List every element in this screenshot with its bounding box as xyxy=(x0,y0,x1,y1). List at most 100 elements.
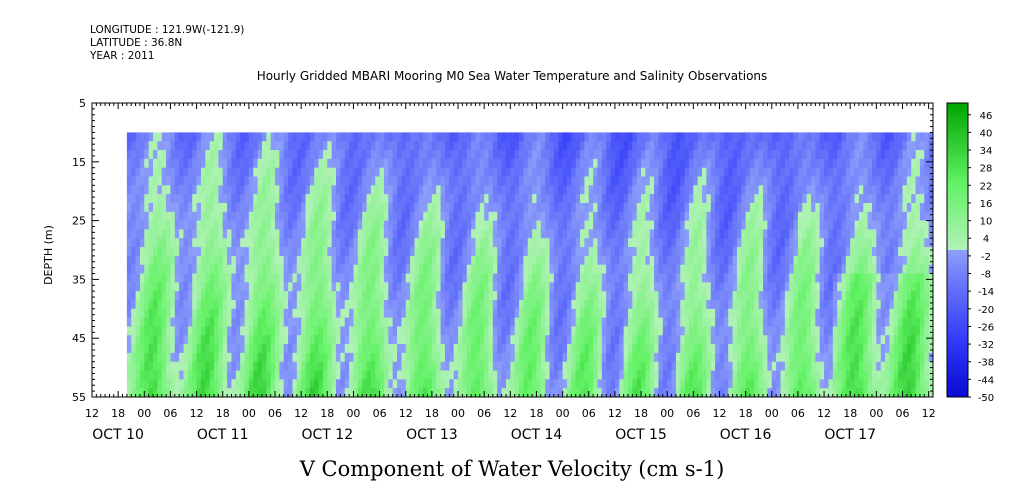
heatmap-cell xyxy=(519,282,524,292)
heatmap-cell xyxy=(540,370,546,380)
heatmap-cell xyxy=(314,379,319,389)
heatmap-cell xyxy=(527,229,533,239)
heatmap-cell xyxy=(353,247,359,257)
heatmap-cell xyxy=(166,220,171,230)
heatmap-cell xyxy=(776,379,781,389)
heatmap-cell xyxy=(641,255,646,266)
heatmap-cell xyxy=(231,388,237,398)
heatmap-cell xyxy=(392,291,398,301)
heatmap-cell xyxy=(723,273,729,283)
heatmap-cell xyxy=(366,264,372,274)
heatmap-cell xyxy=(357,247,363,257)
heatmap-cell xyxy=(776,141,781,151)
heatmap-cell xyxy=(187,247,193,257)
heatmap-cell xyxy=(453,194,459,204)
heatmap-cell xyxy=(728,167,733,177)
heatmap-cell xyxy=(675,185,681,195)
heatmap-cell xyxy=(349,273,354,283)
heatmap-cell xyxy=(423,282,428,292)
heatmap-cell xyxy=(488,379,494,389)
heatmap-cell xyxy=(240,194,245,204)
heatmap-cell xyxy=(588,185,594,195)
heatmap-cell xyxy=(392,335,398,345)
heatmap-cell xyxy=(693,255,699,266)
heatmap-cell xyxy=(545,132,550,142)
heatmap-cell xyxy=(449,308,455,319)
heatmap-cell xyxy=(810,308,816,319)
heatmap-cell xyxy=(187,344,193,354)
heatmap-cell xyxy=(458,370,463,380)
heatmap-cell xyxy=(749,388,755,398)
heatmap-cell xyxy=(444,150,450,160)
heatmap-cell xyxy=(501,308,507,319)
heatmap-cell xyxy=(758,150,764,160)
heatmap-cell xyxy=(401,370,407,380)
heatmap-cell xyxy=(654,211,659,221)
heatmap-cell xyxy=(200,202,206,213)
heatmap-cell xyxy=(449,158,455,169)
heatmap-cell xyxy=(340,255,346,266)
heatmap-cell xyxy=(728,361,733,371)
heatmap-cell xyxy=(227,317,232,327)
heatmap-cell xyxy=(227,167,232,177)
heatmap-cell xyxy=(222,317,228,327)
heatmap-cell xyxy=(841,194,847,204)
heatmap-cell xyxy=(536,194,542,204)
heatmap-cell xyxy=(850,185,855,195)
heatmap-cell xyxy=(444,220,450,230)
heatmap-cell xyxy=(675,220,681,230)
heatmap-cell xyxy=(340,299,346,310)
heatmap-cell xyxy=(606,352,611,363)
heatmap-cell xyxy=(532,229,537,239)
heatmap-cell xyxy=(397,361,402,371)
heatmap-cell xyxy=(797,185,803,195)
heatmap-cell xyxy=(466,370,472,380)
heatmap-cell xyxy=(819,211,825,221)
heatmap-cell xyxy=(845,388,851,398)
heatmap-cell xyxy=(810,352,816,363)
heatmap-cell xyxy=(383,388,389,398)
heatmap-cell xyxy=(296,273,302,283)
heatmap-cell xyxy=(593,282,598,292)
heatmap-cell xyxy=(170,273,176,283)
heatmap-cell xyxy=(126,220,132,230)
heatmap-cell xyxy=(488,238,494,248)
heatmap-cell xyxy=(248,335,254,345)
heatmap-cell xyxy=(619,158,625,169)
heatmap-cell xyxy=(784,255,790,266)
heatmap-cell xyxy=(231,247,237,257)
heatmap-cell xyxy=(471,370,476,380)
heatmap-cell xyxy=(275,220,280,230)
heatmap-cell xyxy=(519,194,524,204)
heatmap-cell xyxy=(227,352,232,363)
heatmap-cell xyxy=(331,282,337,292)
heatmap-cell xyxy=(370,317,376,327)
heatmap-cell xyxy=(806,282,812,292)
heatmap-cell xyxy=(723,202,729,213)
heatmap-cell xyxy=(166,132,171,142)
heatmap-cell xyxy=(828,141,834,151)
heatmap-cell xyxy=(322,141,328,151)
heatmap-cell xyxy=(222,308,228,319)
heatmap-cell xyxy=(214,176,219,186)
heatmap-cell xyxy=(462,185,468,195)
heatmap-cell xyxy=(370,264,376,274)
heatmap-cell xyxy=(614,326,620,336)
heatmap-cell xyxy=(283,344,289,354)
heatmap-cell xyxy=(388,255,394,266)
heatmap-cell xyxy=(253,158,258,169)
heatmap-cell xyxy=(749,150,755,160)
heatmap-cell xyxy=(388,158,394,169)
heatmap-cell xyxy=(793,150,799,160)
heatmap-cell xyxy=(440,229,446,239)
heatmap-cell xyxy=(292,220,298,230)
heatmap-cell xyxy=(183,229,189,239)
heatmap-cell xyxy=(157,141,163,151)
heatmap-cell xyxy=(580,361,585,371)
heatmap-cell xyxy=(222,211,228,221)
heatmap-cell xyxy=(153,370,158,380)
heatmap-cell xyxy=(449,238,455,248)
heatmap-cell xyxy=(275,202,280,213)
heatmap-cell xyxy=(702,299,707,310)
heatmap-cell xyxy=(845,141,851,151)
